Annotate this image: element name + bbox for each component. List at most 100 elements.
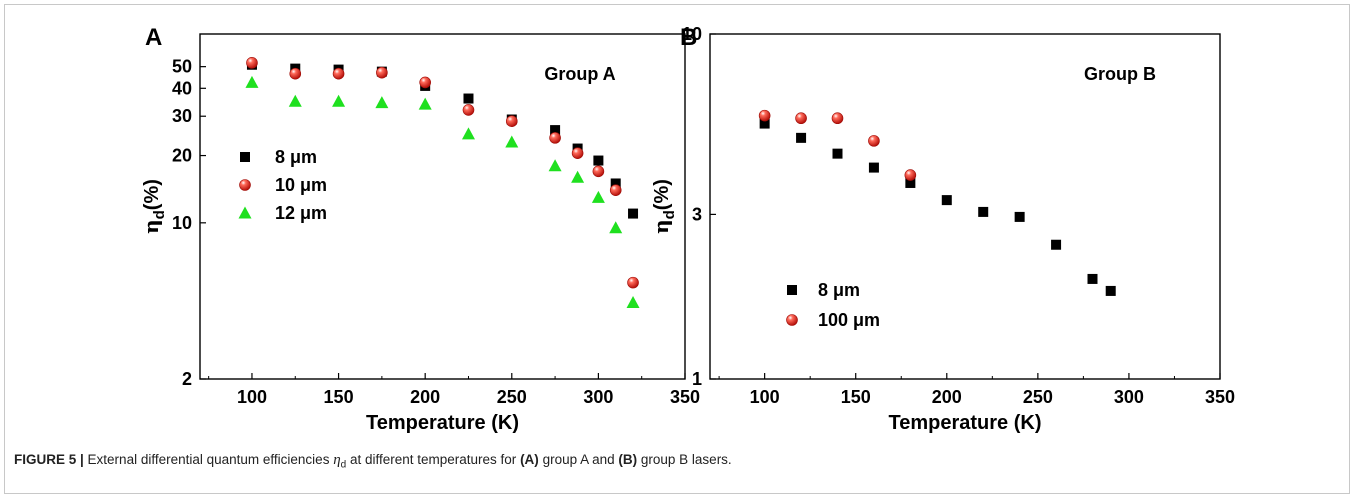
y-tick-label: 10 <box>172 213 192 233</box>
data-point-square <box>593 155 604 166</box>
panel-label: B <box>680 24 697 51</box>
figure-caption: FIGURE 5 | External differential quantum… <box>14 452 1334 471</box>
data-point-triangle <box>375 96 389 109</box>
data-point-triangle <box>505 135 519 148</box>
data-point-square <box>628 208 639 219</box>
data-point-square <box>1105 285 1116 296</box>
caption-ref-a: (A) <box>520 452 539 467</box>
y-tick-label: 3 <box>692 204 702 224</box>
data-point-triangle <box>332 94 346 107</box>
legend-marker <box>240 152 250 162</box>
data-point-triangle <box>418 97 432 110</box>
caption-text-4: group B lasers. <box>637 452 732 467</box>
data-point-triangle <box>571 170 585 183</box>
data-point-square <box>1087 273 1098 284</box>
x-tick-label: 250 <box>497 387 527 407</box>
legend-marker <box>787 285 797 295</box>
y-tick-label: 2 <box>182 369 192 389</box>
x-tick-label: 200 <box>410 387 440 407</box>
data-point-square <box>905 177 916 188</box>
y-tick-label: 10 <box>682 24 702 44</box>
data-point-square <box>978 206 989 217</box>
data-point-sphere <box>609 184 622 196</box>
x-tick-label: 200 <box>932 387 962 407</box>
data-point-sphere <box>592 165 605 178</box>
data-point-sphere <box>904 169 917 181</box>
data-point-square <box>1051 239 1062 250</box>
data-point-sphere <box>332 67 345 80</box>
data-point-triangle <box>626 295 640 308</box>
data-point-triangle <box>245 75 259 88</box>
x-tick-label: 100 <box>750 387 780 407</box>
caption-label: FIGURE 5 | <box>14 452 84 467</box>
group-annotation: Group A <box>544 64 615 84</box>
legend-label: 100 μm <box>818 310 880 330</box>
x-tick-label: 150 <box>841 387 871 407</box>
data-point-sphere <box>419 76 431 89</box>
data-point-square <box>463 93 474 104</box>
data-point-square <box>832 148 843 159</box>
y-axis-title: ηd(%) <box>139 179 168 234</box>
data-point-sphere <box>868 135 880 147</box>
caption-text-1: External differential quantum efficienci… <box>83 452 334 467</box>
legend-marker <box>238 206 252 219</box>
legend-label: 8 μm <box>275 147 317 167</box>
x-tick-label: 350 <box>1205 387 1235 407</box>
plot-frame <box>199 33 686 380</box>
caption-text-3: group A and <box>538 452 619 467</box>
y-tick-label: 40 <box>172 78 192 98</box>
caption-eta-sub: d <box>340 459 347 471</box>
data-point-sphere <box>246 57 258 69</box>
x-axis-title: Temperature (K) <box>889 412 1042 434</box>
x-tick-label: 300 <box>583 387 613 407</box>
y-tick-label: 1 <box>692 369 702 389</box>
legend-label: 8 μm <box>818 280 860 300</box>
caption-eta: η <box>333 452 341 468</box>
data-point-sphere <box>571 147 584 159</box>
group-annotation: Group B <box>1084 64 1156 84</box>
data-point-sphere <box>627 276 639 289</box>
x-tick-label: 350 <box>670 387 700 407</box>
x-tick-label: 100 <box>237 387 267 407</box>
data-point-sphere <box>549 132 561 144</box>
data-point-sphere <box>795 112 807 125</box>
data-point-sphere <box>505 115 518 127</box>
y-axis-title: ηd(%) <box>649 179 678 234</box>
figure-frame <box>4 4 1350 494</box>
data-point-square <box>1014 211 1025 222</box>
legend-marker <box>786 314 798 326</box>
caption-text-2: at different temperatures for <box>346 452 521 467</box>
data-point-triangle <box>609 221 623 234</box>
y-tick-label: 30 <box>172 106 192 126</box>
legend-label: 10 μm <box>275 175 327 195</box>
data-point-square <box>796 132 807 143</box>
data-point-square <box>550 125 561 136</box>
legend-marker <box>239 179 251 191</box>
y-tick-label: 50 <box>172 57 192 77</box>
data-point-sphere <box>289 67 302 80</box>
data-point-triangle <box>288 94 302 107</box>
data-point-square <box>759 118 770 129</box>
plot-frame <box>709 33 1221 380</box>
legend-label: 12 μm <box>275 203 327 223</box>
data-point-sphere <box>462 104 475 116</box>
x-tick-label: 250 <box>1023 387 1053 407</box>
data-point-triangle <box>548 159 562 172</box>
caption-ref-b: (B) <box>618 452 638 467</box>
data-point-square <box>941 195 952 206</box>
data-point-square <box>610 178 621 189</box>
data-point-triangle <box>461 127 475 140</box>
data-point-sphere <box>758 109 771 122</box>
data-point-triangle <box>591 190 605 203</box>
x-tick-label: 300 <box>1114 387 1144 407</box>
data-point-sphere <box>831 112 844 125</box>
x-axis-title: Temperature (K) <box>366 412 519 434</box>
x-tick-label: 150 <box>324 387 354 407</box>
data-point-sphere <box>376 66 388 79</box>
panel-label: A <box>145 24 162 51</box>
y-tick-label: 20 <box>172 146 192 166</box>
data-point-square <box>868 162 879 173</box>
